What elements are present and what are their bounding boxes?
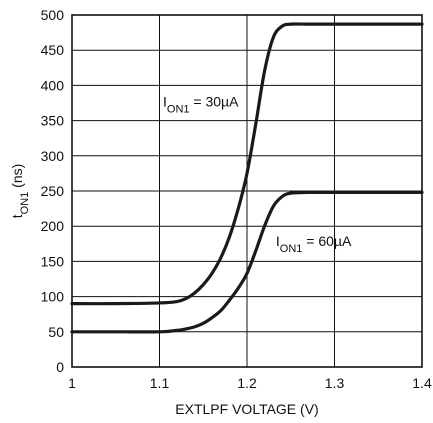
y-tick-label: 400 [41, 77, 65, 93]
y-axis-label-main: t [9, 214, 25, 218]
y-tick-label: 500 [41, 7, 65, 23]
x-tick-label: 1.3 [325, 375, 345, 391]
y-axis-label-rest: (ns) [9, 164, 25, 192]
x-tick-label: 1.1 [150, 375, 170, 391]
series-line-1 [70, 22, 424, 306]
y-tick-label: 100 [41, 289, 65, 305]
y-tick-label: 0 [56, 359, 64, 375]
annotations: ION1 = 30µA ION1 = 60µA [163, 94, 352, 255]
y-tick-labels: 0 50 100 150 200 250 300 350 400 450 500 [41, 7, 65, 375]
y-tick-label: 450 [41, 42, 65, 58]
x-axis-label: EXTLPF VOLTAGE (V) [175, 401, 318, 417]
plot-frame [71, 14, 423, 368]
y-tick-label: 250 [41, 183, 65, 199]
x-tick-label: 1.2 [237, 375, 257, 391]
y-axis-label: tON1 (ns) [9, 164, 31, 219]
y-tick-label: 50 [48, 324, 64, 340]
series-annotation-2: ION1 = 60µA [276, 233, 352, 255]
y-tick-label: 350 [41, 113, 65, 129]
y-tick-label: 150 [41, 253, 65, 269]
series-line-2 [70, 190, 424, 334]
x-tick-label: 1 [68, 375, 76, 391]
curves [70, 22, 424, 334]
x-tick-labels: 1 1.1 1.2 1.3 1.4 [68, 375, 432, 391]
y-axis-label-sub: ON1 [19, 192, 31, 215]
x-tick-label: 1.4 [412, 375, 432, 391]
series-annotation-1: ION1 = 30µA [163, 94, 239, 116]
y-tick-label: 300 [41, 148, 65, 164]
y-tick-label: 200 [41, 218, 65, 234]
